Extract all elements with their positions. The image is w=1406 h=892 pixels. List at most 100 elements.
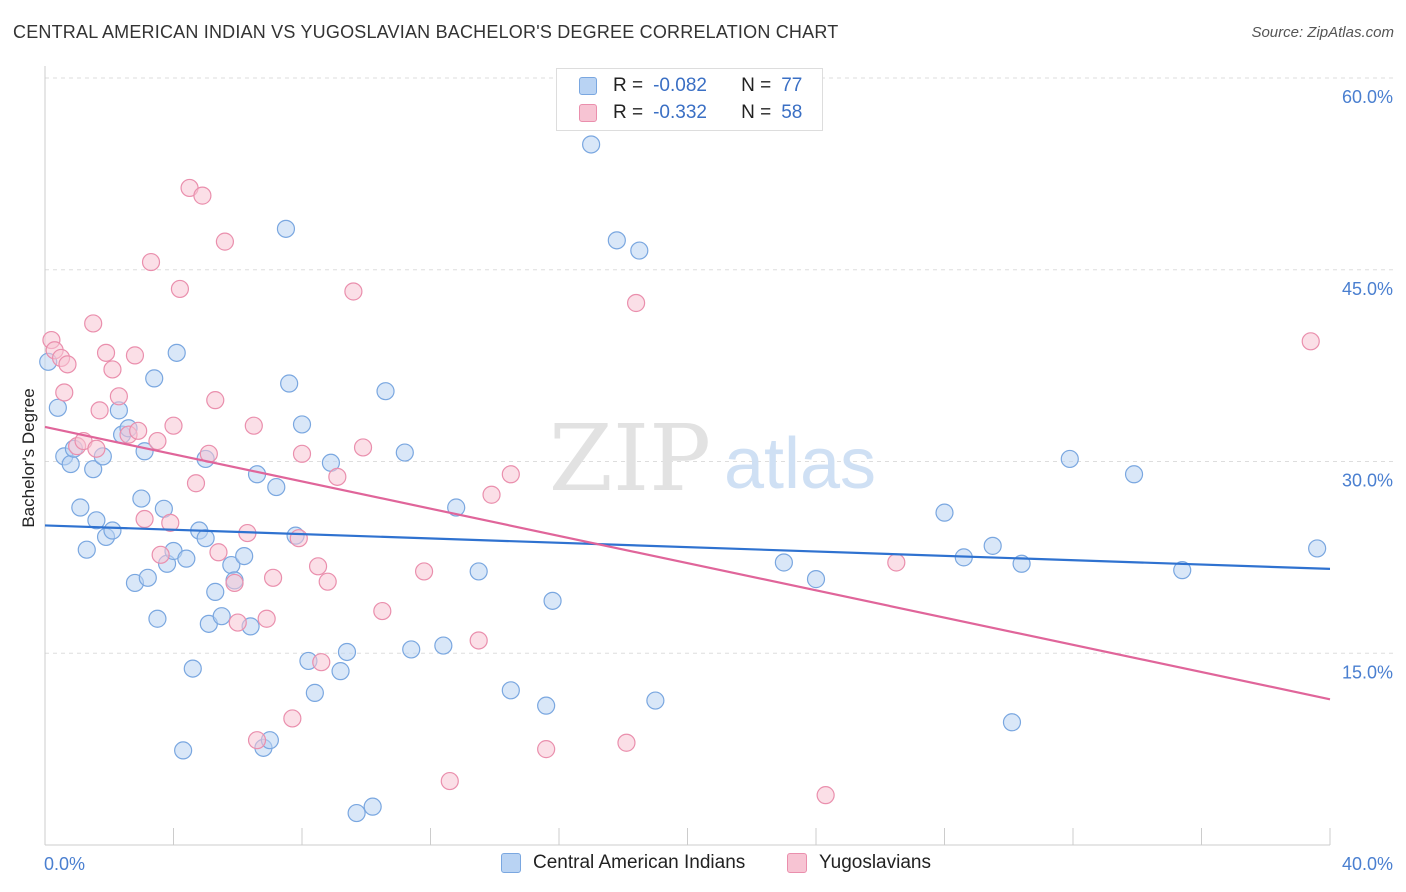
y-tick-label: 60.0% <box>1342 87 1393 107</box>
central-american-point <box>537 696 556 715</box>
central-american-point <box>434 636 453 655</box>
central-american-point <box>84 460 103 479</box>
central-american-point <box>292 415 312 434</box>
central-american-point <box>469 562 488 581</box>
n-label: N = <box>741 75 772 96</box>
blue-swatch <box>579 77 597 95</box>
y-tick-label: 15.0% <box>1342 662 1393 682</box>
central-american-point <box>138 568 157 587</box>
yugoslavian-point <box>164 416 183 435</box>
yugoslavian-point <box>283 709 302 728</box>
n-value: 77 <box>781 75 803 96</box>
yugoslavian-point <box>626 293 646 313</box>
yugoslavian-point <box>414 562 434 581</box>
central-american-point <box>87 511 106 530</box>
yugoslavian-trendline <box>44 425 1331 701</box>
legend-row-yugoslavian: R = -0.332 N = 58 <box>579 100 802 126</box>
yugoslavian-point <box>312 653 331 672</box>
yugoslavian-point <box>257 609 276 628</box>
central-american-point <box>331 662 350 681</box>
yugoslavian-point <box>228 613 247 632</box>
yugoslavian-point <box>244 416 263 435</box>
yugoslavian-point <box>90 401 109 420</box>
y-tick-label: 30.0% <box>1342 471 1393 491</box>
r-value: -0.082 <box>653 75 707 96</box>
watermark-zip: ZIP <box>549 405 711 512</box>
central-american-point <box>77 540 96 559</box>
central-american-point <box>196 529 215 548</box>
legend-row-central-american: R = -0.082 N = 77 <box>579 73 802 99</box>
yugoslavian-point <box>151 545 170 564</box>
pink-swatch <box>579 104 597 122</box>
central-american-point <box>280 374 299 393</box>
stats-legend: R = -0.082 N = 77 R = -0.332 N = 58 <box>556 68 823 131</box>
central-american-point <box>103 521 122 540</box>
yugoslavian-point <box>58 355 77 374</box>
yugoslavian-point <box>186 474 206 493</box>
yugoslavian-point <box>55 383 74 402</box>
yugoslavian-point <box>170 279 190 299</box>
central-american-point <box>363 797 382 816</box>
yugoslavian-point <box>308 557 328 576</box>
points-layer <box>39 135 1327 823</box>
central-american-point <box>71 498 90 517</box>
chart-title: CENTRAL AMERICAN INDIAN VS YUGOSLAVIAN B… <box>13 22 839 42</box>
grid-layer <box>45 77 1393 654</box>
central-american-point <box>447 498 466 517</box>
x-tick-label: 0.0% <box>44 854 85 874</box>
yugoslavian-point <box>373 601 392 621</box>
yugoslavian-point <box>289 529 308 548</box>
central-american-point <box>582 135 601 154</box>
y-tick-label: 45.0% <box>1342 279 1393 299</box>
yugoslavian-point <box>469 631 488 650</box>
central-american-point <box>935 503 954 522</box>
yugoslavian-point <box>344 282 363 301</box>
yugoslavian-point <box>318 572 337 591</box>
n-value: 58 <box>781 102 803 123</box>
yugoslavian-point <box>263 568 283 587</box>
central-american-point <box>61 454 80 474</box>
yugoslavian-point <box>87 439 106 458</box>
r-label: R = <box>613 75 644 96</box>
yugoslavian-point <box>141 252 161 272</box>
yugoslavian-point <box>482 485 501 504</box>
yugoslavian-point <box>161 513 180 532</box>
central-american-point <box>1173 561 1192 580</box>
yugoslavian-point <box>84 314 103 333</box>
yugoslavian-point <box>103 360 122 379</box>
legend-item-central-american-indians[interactable]: Central American Indians <box>501 852 745 874</box>
central-american-point <box>501 681 520 700</box>
central-american-point <box>337 642 357 662</box>
central-american-point <box>1060 449 1079 469</box>
yugoslavian-point <box>887 553 906 572</box>
pink-swatch <box>787 853 807 873</box>
axis-layer: 15.0% 30.0% 45.0% 60.0% 0.0% 40.0% <box>44 66 1393 874</box>
series-legend: Central American Indians Yugoslavians <box>0 852 1406 878</box>
central-american-point <box>212 607 231 626</box>
central-american-point <box>145 369 164 388</box>
central-american-point <box>774 553 793 572</box>
central-american-point <box>183 659 202 678</box>
yugoslavian-point <box>148 431 167 451</box>
yugoslavian-point <box>328 467 347 486</box>
central-american-point <box>1002 713 1022 732</box>
central-american-point <box>395 443 414 462</box>
yugoslavian-point <box>617 733 636 752</box>
legend-label: Central American Indians <box>533 852 746 873</box>
legend-label: Yugoslavians <box>819 852 931 873</box>
central-american-point <box>206 582 225 601</box>
central-american-point <box>376 382 395 401</box>
central-american-point <box>806 570 826 589</box>
yugoslavian-point <box>215 232 234 251</box>
legend-item-yugoslavians[interactable]: Yugoslavians <box>787 852 931 874</box>
yugoslavian-point <box>193 186 212 205</box>
watermark-atlas: atlas <box>724 424 876 504</box>
central-american-point <box>235 546 254 566</box>
r-label: R = <box>613 102 644 123</box>
x-tick-label: 40.0% <box>1342 854 1393 874</box>
central-american-point <box>174 741 193 760</box>
yugoslavian-point <box>209 543 228 562</box>
yugoslavian-point <box>129 421 148 440</box>
yugoslavian-point <box>96 343 116 362</box>
